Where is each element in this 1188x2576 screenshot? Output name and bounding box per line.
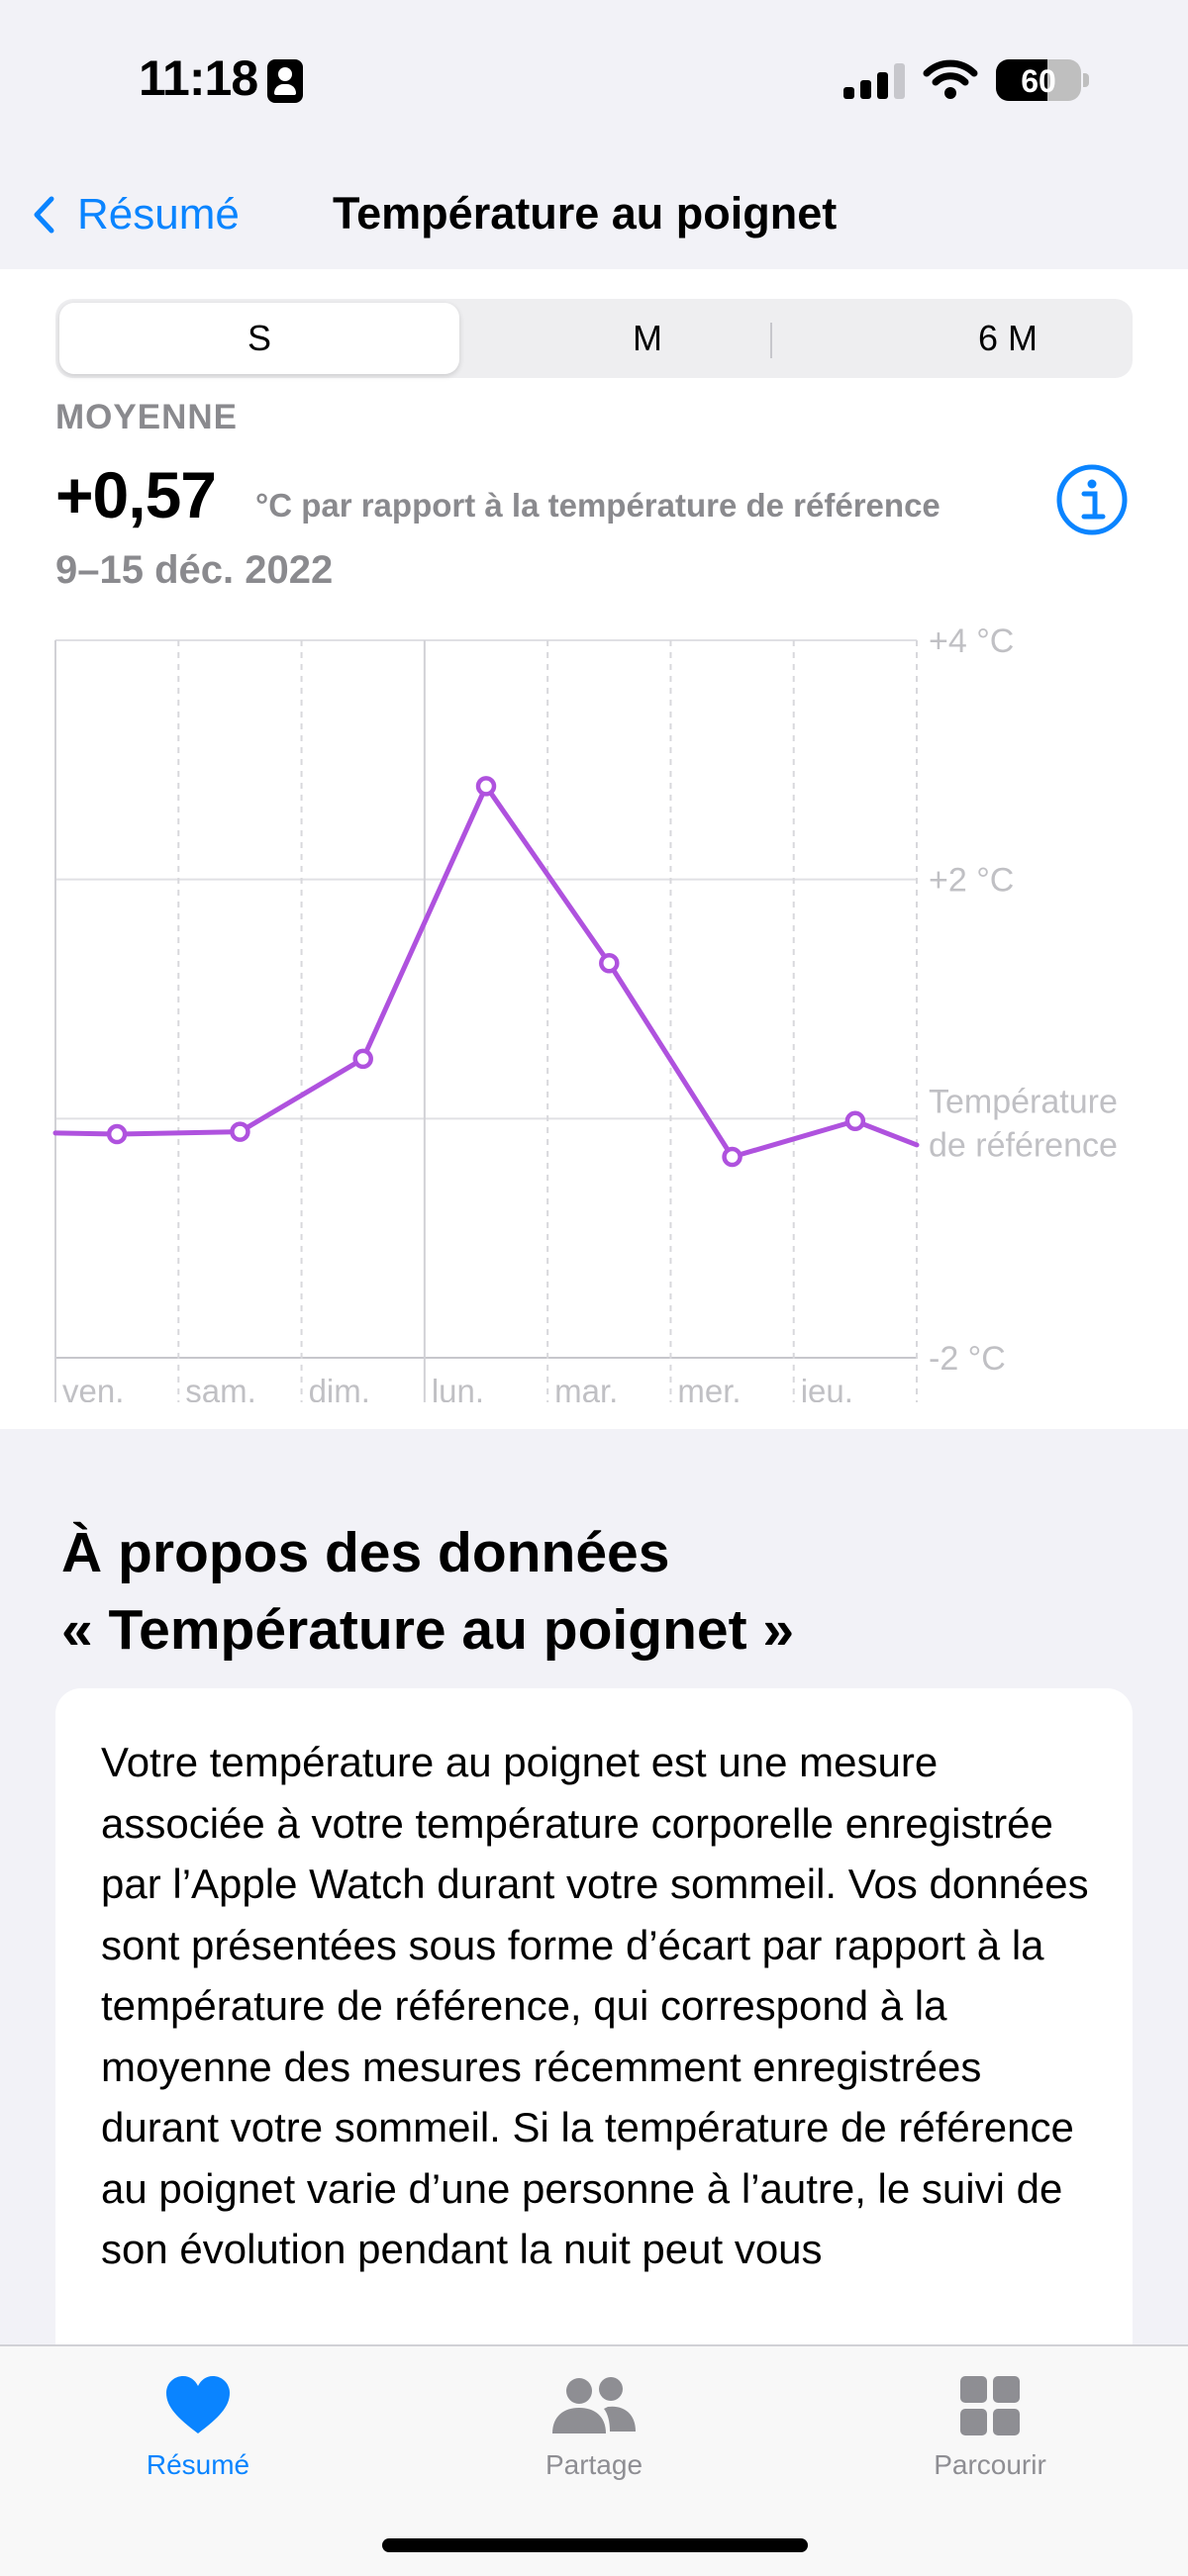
tab-sharing[interactable]: Partage bbox=[465, 2374, 723, 2503]
about-title-line-2: « Température au poignet » bbox=[61, 1598, 795, 1662]
about-title: À propos des données « Température au po… bbox=[61, 1514, 1131, 1669]
wifi-icon bbox=[923, 59, 978, 99]
about-text: Votre température au poignet est une mes… bbox=[101, 1739, 1089, 2272]
temperature-chart: +4 °C +2 °C Température de référence -2 °C ve… bbox=[52, 622, 1118, 1402]
y-tick-label: +4 °C bbox=[929, 622, 1014, 660]
chevron-left-icon bbox=[34, 196, 54, 234]
data-point bbox=[230, 1121, 250, 1142]
about-card: Votre température au poignet est une mes… bbox=[55, 1688, 1133, 2440]
heart-icon bbox=[166, 2376, 230, 2433]
segment-month[interactable]: M bbox=[633, 318, 662, 358]
x-tick-label: lun. bbox=[432, 1373, 484, 1402]
grid-icon bbox=[960, 2376, 1020, 2435]
contact-card-icon bbox=[267, 59, 303, 103]
tab-label-sharing: Partage bbox=[544, 2449, 644, 2480]
battery-tip bbox=[1083, 73, 1089, 87]
average-unit: °C par rapport à la température de référ… bbox=[255, 487, 940, 524]
series-line bbox=[52, 783, 920, 1160]
chart-card: S M 6 M MOYENNE +0,57 °C par rapport à l… bbox=[0, 269, 1188, 1429]
x-tick-label: sam. bbox=[185, 1373, 256, 1402]
y-tick-label: -2 °C bbox=[929, 1340, 1006, 1378]
data-point bbox=[722, 1146, 742, 1168]
about-title-line-1: À propos des données bbox=[61, 1521, 670, 1584]
tab-label-browse: Parcourir bbox=[934, 2449, 1046, 2480]
page-title: Température au poignet bbox=[333, 188, 838, 239]
data-point bbox=[475, 776, 497, 797]
x-tick-label: dim. bbox=[309, 1373, 370, 1402]
x-tick-label: mer. bbox=[677, 1373, 741, 1402]
segment-six-months[interactable]: 6 M bbox=[977, 318, 1038, 358]
tab-label-summary: Résumé bbox=[146, 2449, 250, 2480]
navigation-bar: Résumé Température au poignet bbox=[0, 158, 1188, 269]
data-point bbox=[106, 1123, 128, 1145]
home-indicator bbox=[382, 2538, 808, 2552]
people-icon bbox=[552, 2377, 636, 2433]
average-label: MOYENNE bbox=[55, 398, 238, 436]
battery-icon: 60 bbox=[996, 59, 1081, 101]
back-label: Résumé bbox=[77, 190, 240, 239]
status-bar: 11:18 60 bbox=[0, 0, 1188, 158]
date-range: 9–15 déc. 2022 bbox=[55, 548, 334, 592]
data-point bbox=[599, 953, 620, 974]
tab-summary[interactable]: Résumé bbox=[69, 2374, 327, 2503]
status-time: 11:18 bbox=[139, 50, 258, 106]
x-tick-label: mar. bbox=[554, 1373, 618, 1402]
average-value: +0,57 bbox=[55, 458, 217, 531]
info-icon[interactable] bbox=[1055, 463, 1129, 536]
tab-bar: Résumé Partage Parcourir bbox=[0, 2344, 1188, 2576]
segment-divider bbox=[770, 323, 772, 358]
data-point bbox=[352, 1048, 373, 1070]
data-point bbox=[844, 1110, 866, 1131]
battery-percent: 60 bbox=[1021, 63, 1056, 99]
x-tick-label: ven. bbox=[62, 1373, 124, 1402]
cellular-signal-icon bbox=[843, 63, 907, 99]
y-tick-label: +2 °C bbox=[929, 862, 1014, 900]
tab-browse[interactable]: Parcourir bbox=[861, 2374, 1119, 2503]
y-tick-label: Température de référence bbox=[929, 1083, 1118, 1164]
period-segmented-control: S M 6 M bbox=[55, 299, 1133, 378]
x-tick-label: jeu. bbox=[800, 1373, 853, 1402]
back-button[interactable]: Résumé bbox=[32, 180, 240, 249]
segment-week[interactable]: S bbox=[59, 303, 459, 374]
